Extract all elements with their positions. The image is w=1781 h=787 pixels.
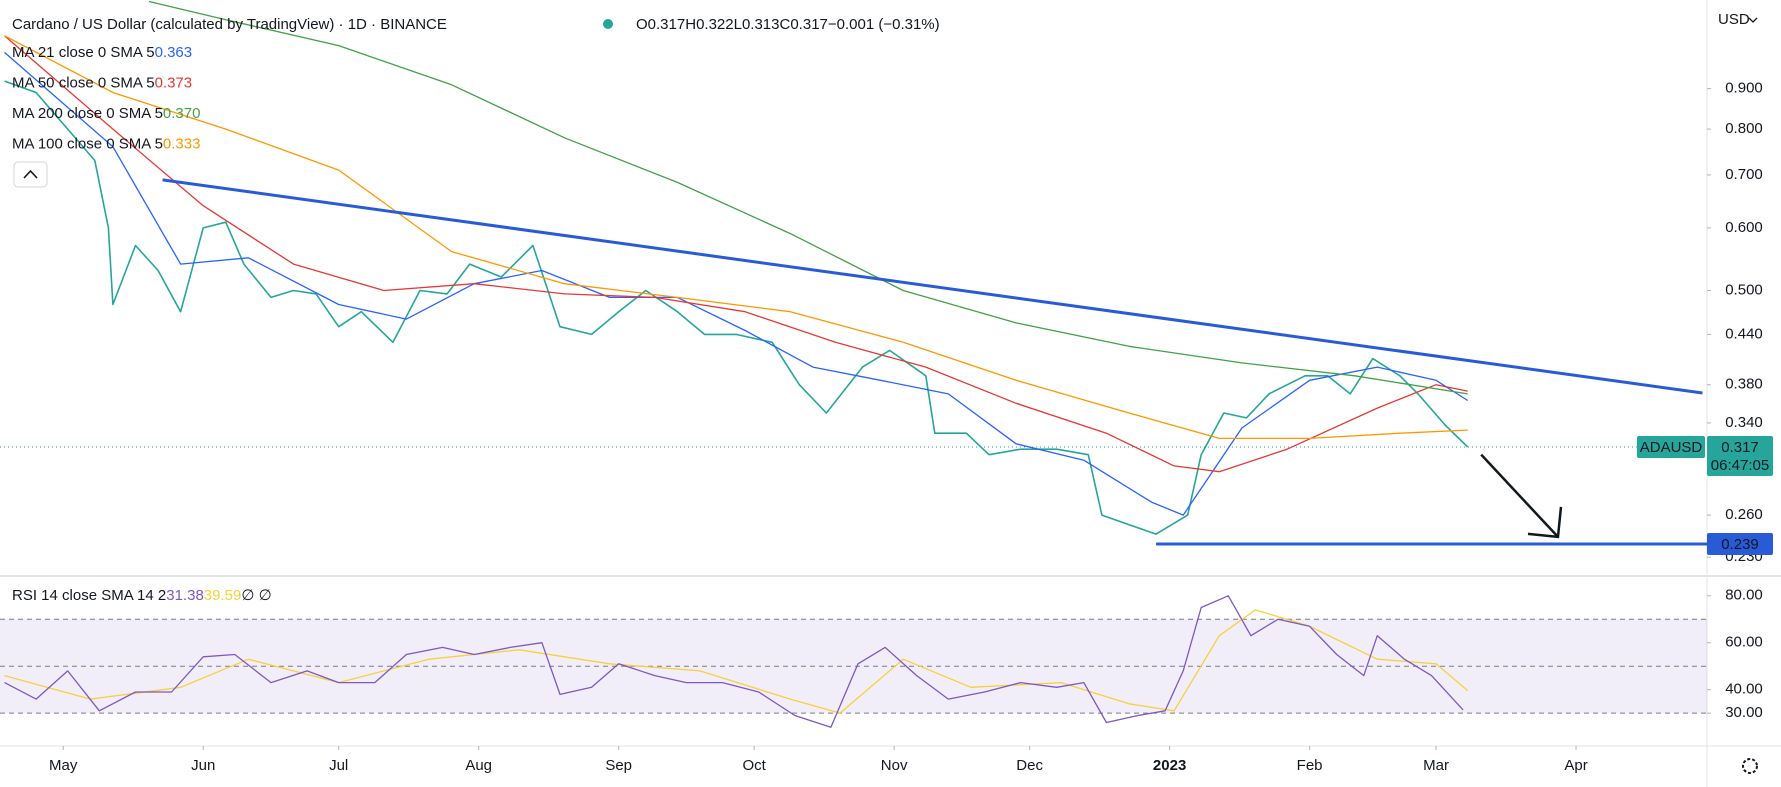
text-part: 0.373 [155, 74, 193, 91]
moving-average [4, 35, 1468, 440]
x-tick-label: Apr [1564, 757, 1587, 774]
text-part: 0.322 [696, 16, 734, 33]
text-part: 0.370 [163, 105, 201, 122]
moving-average [148, 0, 1468, 395]
text-part: −0.001 (−0.31%) [828, 16, 940, 33]
y-tick-label: 0.380 [1725, 376, 1763, 393]
legend-entry: MA 100 close 0 SMA 50.333 [12, 135, 200, 152]
x-tick-label: May [49, 757, 78, 774]
trendline [162, 178, 1703, 395]
x-tick-label: Aug [465, 757, 492, 774]
text-part: 0.333 [163, 135, 201, 152]
x-tick-label: Jul [329, 757, 348, 774]
y-tick-label: 0.700 [1725, 166, 1763, 183]
y-tick-label: 0.500 [1725, 281, 1763, 298]
symbol-label: ADAUSD [1640, 439, 1703, 456]
price-badge [1707, 435, 1773, 476]
x-tick-label: Nov [881, 757, 908, 774]
text-part: 0.363 [155, 44, 193, 61]
text-part: 0.317 [790, 16, 828, 33]
y-tick-label: 0.800 [1725, 120, 1763, 137]
symbol-badge [1637, 435, 1705, 458]
chart-title: Cardano / US Dollar (calculated by Tradi… [12, 16, 447, 33]
arrow-head [1527, 506, 1563, 539]
support-badge [1707, 532, 1773, 555]
arrow [1480, 453, 1559, 538]
text-part: 39.59 [204, 587, 242, 604]
y-tick-label: 0.600 [1725, 219, 1763, 236]
text-part: O [636, 16, 648, 33]
rsi-line [4, 595, 1464, 728]
x-tick-label: Oct [742, 757, 766, 774]
rsi-legend: RSI 14 close SMA 14 231.3839.59∅ ∅ [12, 587, 272, 604]
text-part: MA 50 close 0 SMA 5 [12, 74, 155, 91]
settings-icon[interactable] [1742, 758, 1758, 774]
text-part: ∅ ∅ [241, 587, 271, 604]
x-tick-label: 2023 [1153, 757, 1186, 774]
y-tick-label: 30.00 [1725, 704, 1763, 721]
collapse-icon [23, 169, 38, 179]
legend-entry: MA 50 close 0 SMA 50.373 [12, 74, 192, 91]
currency-caret [1748, 17, 1758, 23]
text-part: MA 21 close 0 SMA 5 [12, 44, 155, 61]
y-tick-label: 0.440 [1725, 325, 1763, 342]
y-tick-label: 0.900 [1725, 80, 1763, 97]
text-part: H [685, 16, 696, 33]
text-part: L [734, 16, 742, 33]
marks [0, 0, 1707, 728]
y-tick-label: 0.340 [1725, 414, 1763, 431]
legend-entry: MA 21 close 0 SMA 50.363 [12, 44, 192, 61]
x-tick-label: Sep [605, 757, 632, 774]
price-label: 0.317 [1721, 439, 1759, 456]
y-tick-label: 60.00 [1725, 634, 1763, 651]
collapse-button[interactable] [13, 161, 48, 188]
x-tick-label: Jun [191, 757, 215, 774]
x-tick-label: Mar [1423, 757, 1449, 774]
ohlc: O0.317H0.322L0.313C0.317−0.001 (−0.31%) [636, 16, 940, 33]
text-part: 31.38 [166, 587, 204, 604]
text-part: MA 100 close 0 SMA 5 [12, 135, 163, 152]
x-tick-label: Dec [1016, 757, 1043, 774]
y-tick-label: 40.00 [1725, 681, 1763, 698]
text-part: MA 200 close 0 SMA 5 [12, 105, 163, 122]
price-pane [0, 0, 1707, 535]
text-part: 0.317 [648, 16, 686, 33]
labels: 0.900 0.800 0.700 0.600 0.500 0.440 0.380 0.340… [12, 11, 1773, 774]
currency: USD [1718, 11, 1750, 28]
text-part: RSI 14 close SMA 14 2 [12, 587, 166, 604]
status-dot [603, 19, 613, 29]
moving-average [4, 51, 1469, 516]
y-tick-label: 80.00 [1725, 587, 1763, 604]
legend-entry: MA 200 close 0 SMA 50.370 [12, 105, 200, 122]
price-line [4, 80, 1469, 535]
text-part: C [780, 16, 791, 33]
y-tick-label: 0.260 [1725, 506, 1763, 523]
text-part: 0.313 [742, 16, 780, 33]
countdown: 06:47:05 [1711, 457, 1769, 474]
x-tick-label: Feb [1297, 757, 1323, 774]
moving-average [4, 35, 1468, 473]
rsi-line [4, 609, 1469, 714]
support-label: 0.239 [1721, 536, 1759, 553]
